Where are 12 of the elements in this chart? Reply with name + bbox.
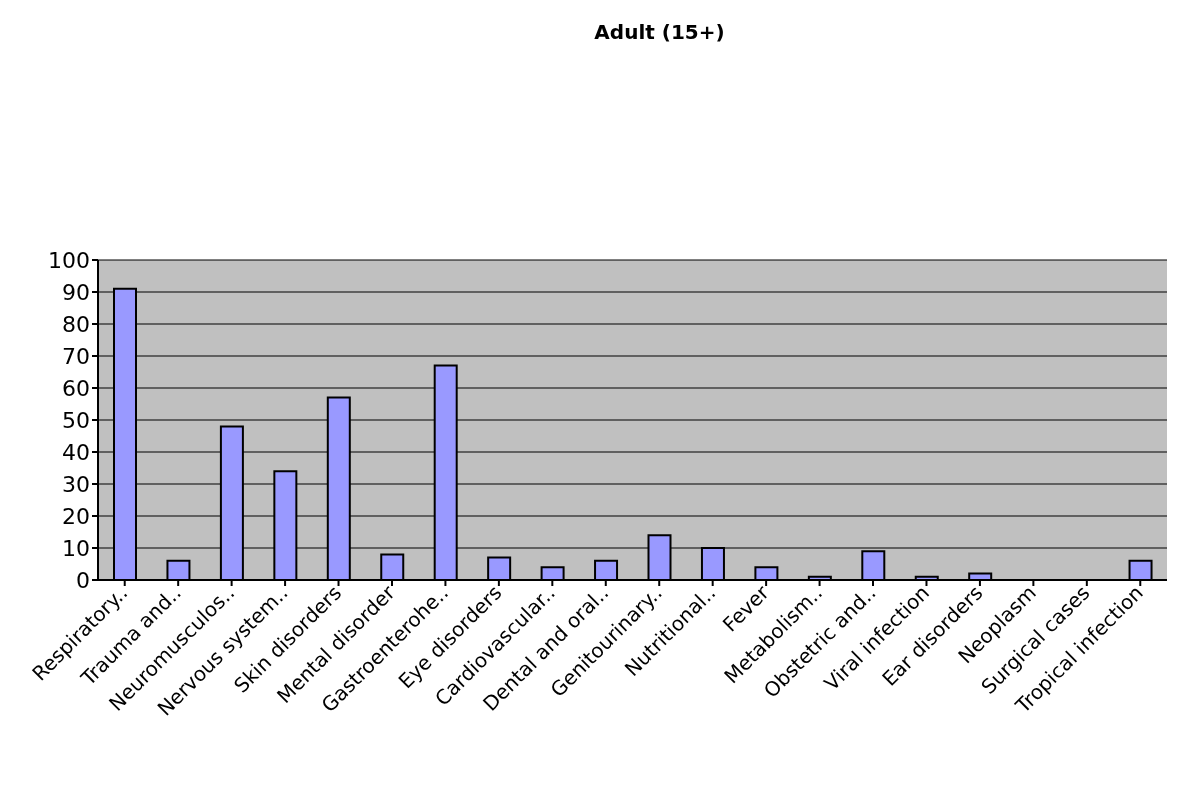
y-tick-label: 0 bbox=[76, 567, 90, 593]
y-tick-label: 70 bbox=[62, 343, 90, 369]
y-tick-label: 100 bbox=[48, 247, 90, 273]
y-tick-label: 50 bbox=[62, 407, 90, 433]
chart-title: Adult (15+) bbox=[593, 19, 726, 46]
y-tick-label: 30 bbox=[62, 471, 90, 497]
y-tick-label: 40 bbox=[62, 439, 90, 465]
y-tick-label: 10 bbox=[62, 535, 90, 561]
y-tick-label: 60 bbox=[62, 375, 90, 401]
y-tick-label: 20 bbox=[62, 503, 90, 529]
y-tick-label: 80 bbox=[62, 311, 90, 337]
y-tick-label: 90 bbox=[62, 279, 90, 305]
